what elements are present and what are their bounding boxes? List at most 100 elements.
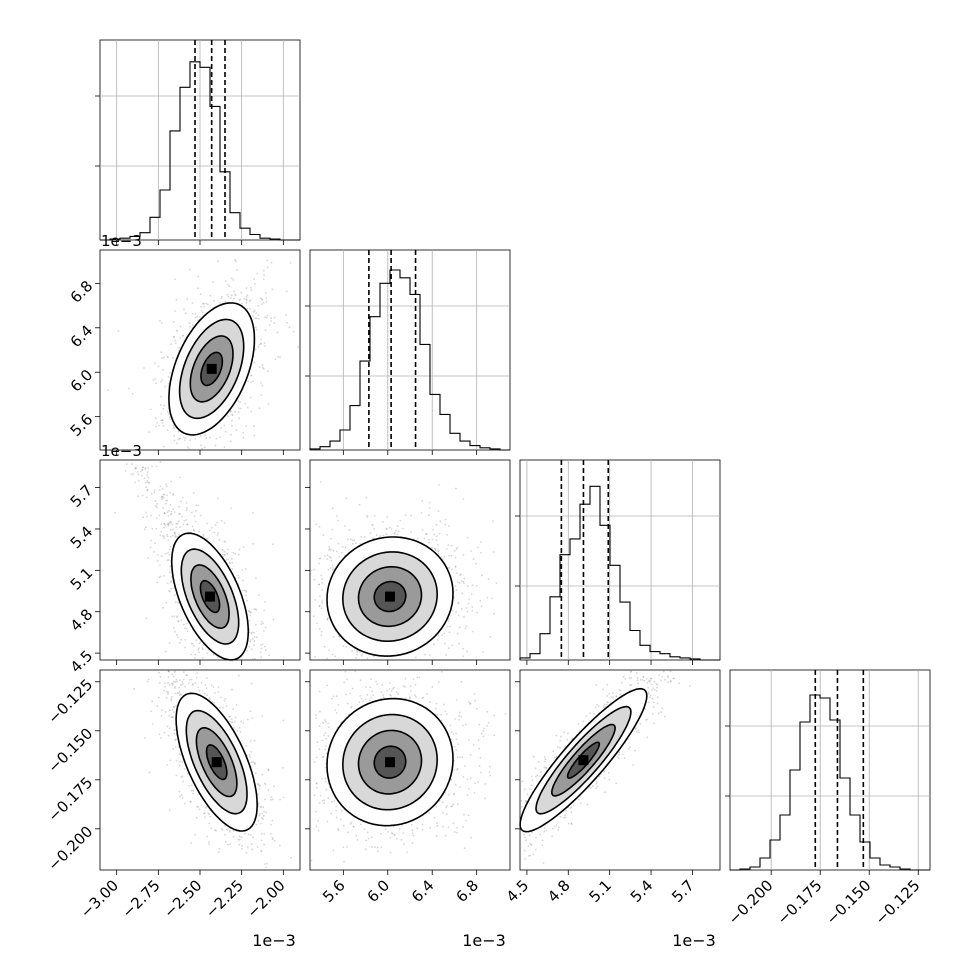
scatter-point xyxy=(455,572,458,575)
scatter-point xyxy=(182,678,185,681)
scatter-point xyxy=(168,553,171,556)
scatter-point xyxy=(212,281,215,283)
scatter-point xyxy=(282,796,285,799)
scatter-point xyxy=(233,297,235,300)
scatter-point xyxy=(166,429,169,431)
scatter-point xyxy=(433,643,435,646)
scatter-point xyxy=(421,529,424,531)
contour-line-1-0-2 xyxy=(178,318,245,420)
scatter-point xyxy=(154,504,157,507)
scatter-point xyxy=(201,447,204,450)
scatter-point xyxy=(448,631,451,634)
scatter-point xyxy=(475,562,478,565)
scatter-point xyxy=(241,845,244,847)
scatter-point xyxy=(270,796,273,799)
scatter-point xyxy=(382,534,385,537)
scatter-point xyxy=(206,835,209,838)
scatter-point xyxy=(352,542,354,545)
scatter-point xyxy=(153,491,156,494)
scatter-point xyxy=(114,511,117,514)
scatter-point xyxy=(234,716,237,719)
scatter-point xyxy=(252,512,254,514)
scatter-point xyxy=(313,615,315,618)
scatter-point xyxy=(183,439,186,442)
scatter-point xyxy=(331,653,334,656)
scatter-point xyxy=(451,568,453,570)
scatter-point xyxy=(177,620,180,623)
scatter-point xyxy=(223,424,226,427)
scatter-point xyxy=(238,299,241,302)
scatter-point xyxy=(238,576,240,579)
scatter-point xyxy=(281,766,284,769)
scatter-point xyxy=(166,499,169,502)
scatter-point xyxy=(491,520,494,523)
scatter-point xyxy=(150,539,152,542)
scatter-point xyxy=(153,489,156,492)
scatter-point xyxy=(169,565,172,568)
scatter-point xyxy=(147,476,150,479)
scatter-point xyxy=(158,671,160,674)
scatter-point xyxy=(355,542,357,545)
scatter-point xyxy=(313,578,316,581)
scatter-point xyxy=(199,514,202,517)
scatter-point xyxy=(270,261,273,264)
scatter-point xyxy=(463,577,466,580)
scatter-point xyxy=(265,300,268,303)
scatter-point xyxy=(262,630,265,632)
scatter-point xyxy=(179,476,181,479)
scatter-point xyxy=(178,505,180,508)
scatter-point xyxy=(238,726,241,729)
scatter-point xyxy=(282,719,285,722)
scatter-point xyxy=(170,587,173,590)
scatter-point xyxy=(150,710,153,713)
scatter-point xyxy=(242,436,245,439)
scatter-point xyxy=(178,753,181,755)
scatter-point xyxy=(203,306,206,308)
scatter-point xyxy=(136,471,139,473)
scatter-point xyxy=(243,297,246,300)
scatter-point xyxy=(245,298,248,301)
scatter-point xyxy=(441,634,444,637)
scatter-point xyxy=(191,525,194,528)
histogram-1 xyxy=(309,269,510,451)
scatter-point xyxy=(221,296,224,298)
scatter-point xyxy=(437,510,440,512)
diag-panel-0 xyxy=(95,39,301,245)
scatter-point xyxy=(163,526,165,529)
scatter-point xyxy=(254,309,256,312)
scatter-point xyxy=(150,492,153,495)
scatter-point xyxy=(465,607,468,609)
scatter-point xyxy=(263,843,265,846)
scatter-point xyxy=(236,730,239,732)
scatter-point xyxy=(177,438,180,441)
scatter-point xyxy=(224,833,226,836)
scatter-point xyxy=(265,866,268,869)
scatter-point xyxy=(254,317,257,319)
histogram-3 xyxy=(730,694,930,871)
scatter-point xyxy=(244,594,247,597)
scatter-point xyxy=(224,541,227,543)
scatter-point xyxy=(404,514,407,517)
scatter-point xyxy=(165,500,168,502)
scatter-point xyxy=(206,522,208,525)
scatter-point xyxy=(209,436,212,439)
scatter-point xyxy=(174,728,177,731)
scatter-point xyxy=(264,329,267,332)
scatter-point xyxy=(266,862,268,865)
scatter-point xyxy=(209,529,211,532)
scatter-point xyxy=(319,595,321,597)
scatter-point xyxy=(245,425,248,427)
scatter-point xyxy=(225,705,228,707)
scatter-point xyxy=(171,615,174,618)
scatter-point xyxy=(253,644,256,646)
scatter-point xyxy=(424,653,426,656)
scatter-point xyxy=(319,481,322,483)
scatter-point xyxy=(321,600,323,602)
scatter-point xyxy=(243,589,246,592)
scatter-point xyxy=(132,473,135,475)
scatter-point xyxy=(205,437,208,439)
scatter-point xyxy=(276,331,279,334)
scatter-point xyxy=(137,473,140,476)
scatter-point xyxy=(263,609,265,612)
scatter-point xyxy=(168,571,171,574)
